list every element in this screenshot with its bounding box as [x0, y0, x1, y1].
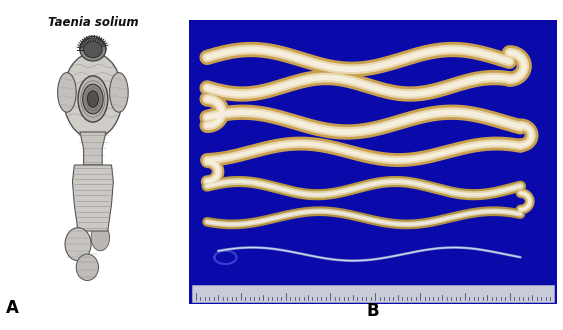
FancyBboxPatch shape [193, 285, 553, 302]
Ellipse shape [80, 38, 106, 61]
Ellipse shape [87, 91, 99, 107]
Polygon shape [73, 165, 113, 231]
Ellipse shape [57, 73, 76, 112]
Ellipse shape [110, 73, 128, 112]
Text: Taenia solium: Taenia solium [48, 16, 138, 29]
Text: A: A [6, 299, 19, 317]
Polygon shape [80, 132, 106, 165]
Ellipse shape [84, 41, 102, 58]
Ellipse shape [63, 53, 123, 139]
Text: B: B [367, 302, 379, 320]
Ellipse shape [91, 224, 110, 251]
FancyBboxPatch shape [189, 20, 557, 304]
Ellipse shape [76, 254, 99, 280]
Ellipse shape [83, 84, 103, 114]
Ellipse shape [78, 76, 108, 122]
Ellipse shape [65, 228, 91, 261]
